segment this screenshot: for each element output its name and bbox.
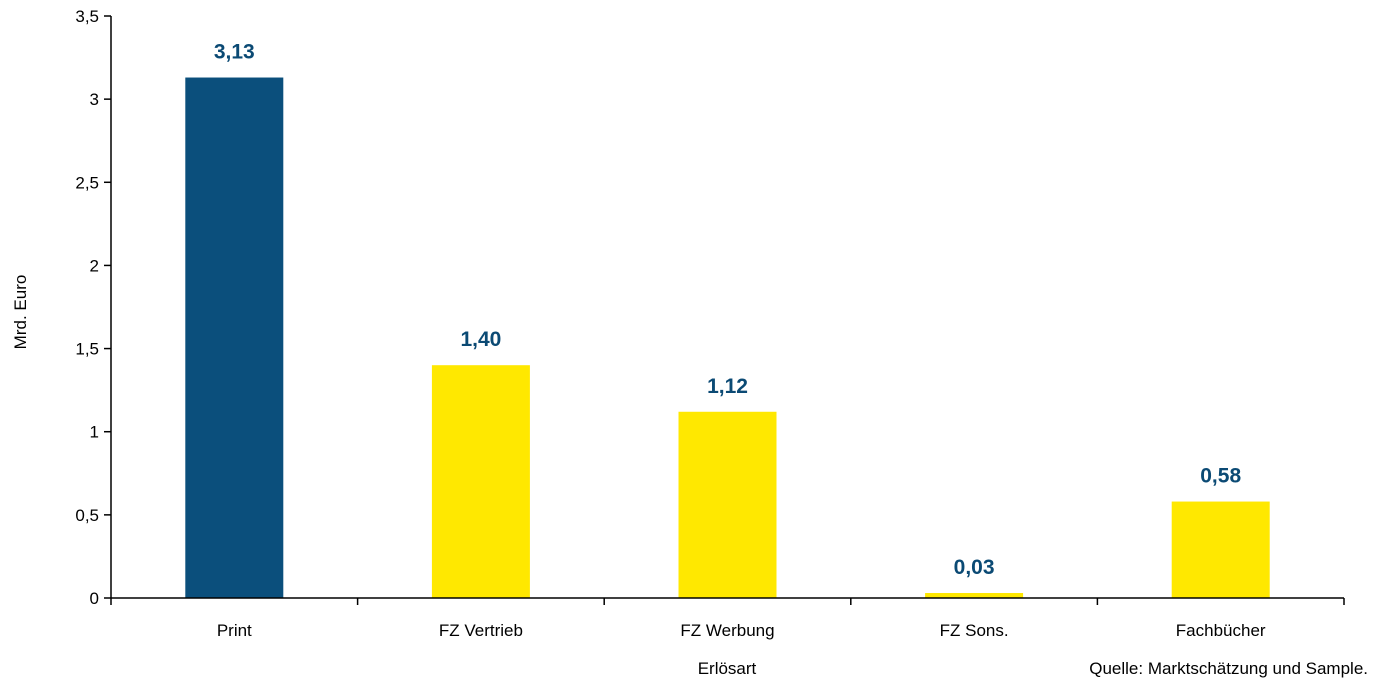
bar-value-label: 0,03 (954, 556, 995, 579)
x-tick-label: Print (217, 621, 252, 640)
x-axis-ticks: Print FZ Vertrieb FZ Werbung FZ Sons. Fachbü… (110, 598, 1345, 640)
y-tick-label: 1,5 (75, 340, 99, 359)
y-tick-label: 3 (90, 90, 99, 109)
x-tick-label: FZ Werbung (680, 621, 774, 640)
x-tick-label: FZ Sons. (940, 621, 1009, 640)
bar-value-label: 1,12 (707, 375, 748, 398)
bar-value-label: 0,58 (1200, 465, 1241, 488)
bar (185, 77, 284, 599)
y-axis-title: Mrd. Euro (11, 275, 30, 350)
y-tick-label: 3,5 (75, 7, 99, 26)
bars (185, 77, 1270, 599)
y-tick-label: 0,5 (75, 506, 99, 525)
y-tick-label: 0 (90, 589, 99, 608)
y-tick-label: 1 (90, 423, 99, 442)
x-tick-label: FZ Vertrieb (439, 621, 523, 640)
x-tick-label: Fachbücher (1176, 621, 1266, 640)
y-tick-label: 2,5 (75, 173, 99, 192)
bar-value-label: 3,13 (214, 41, 255, 64)
source-note: Quelle: Marktschätzung und Sample. (1089, 659, 1368, 678)
y-axis-ticks: 0 0,5 1 1,5 2 2,5 3 3,5 (75, 7, 111, 608)
y-tick-label: 2 (90, 256, 99, 275)
x-axis-title: Erlösart (698, 659, 757, 678)
bar (678, 411, 777, 598)
data-labels: 3,13 1,40 1,12 0,03 0,58 (214, 41, 1242, 579)
bar (431, 365, 530, 598)
bar (1171, 501, 1270, 598)
bar (925, 593, 1024, 598)
bar-value-label: 1,40 (460, 328, 501, 351)
